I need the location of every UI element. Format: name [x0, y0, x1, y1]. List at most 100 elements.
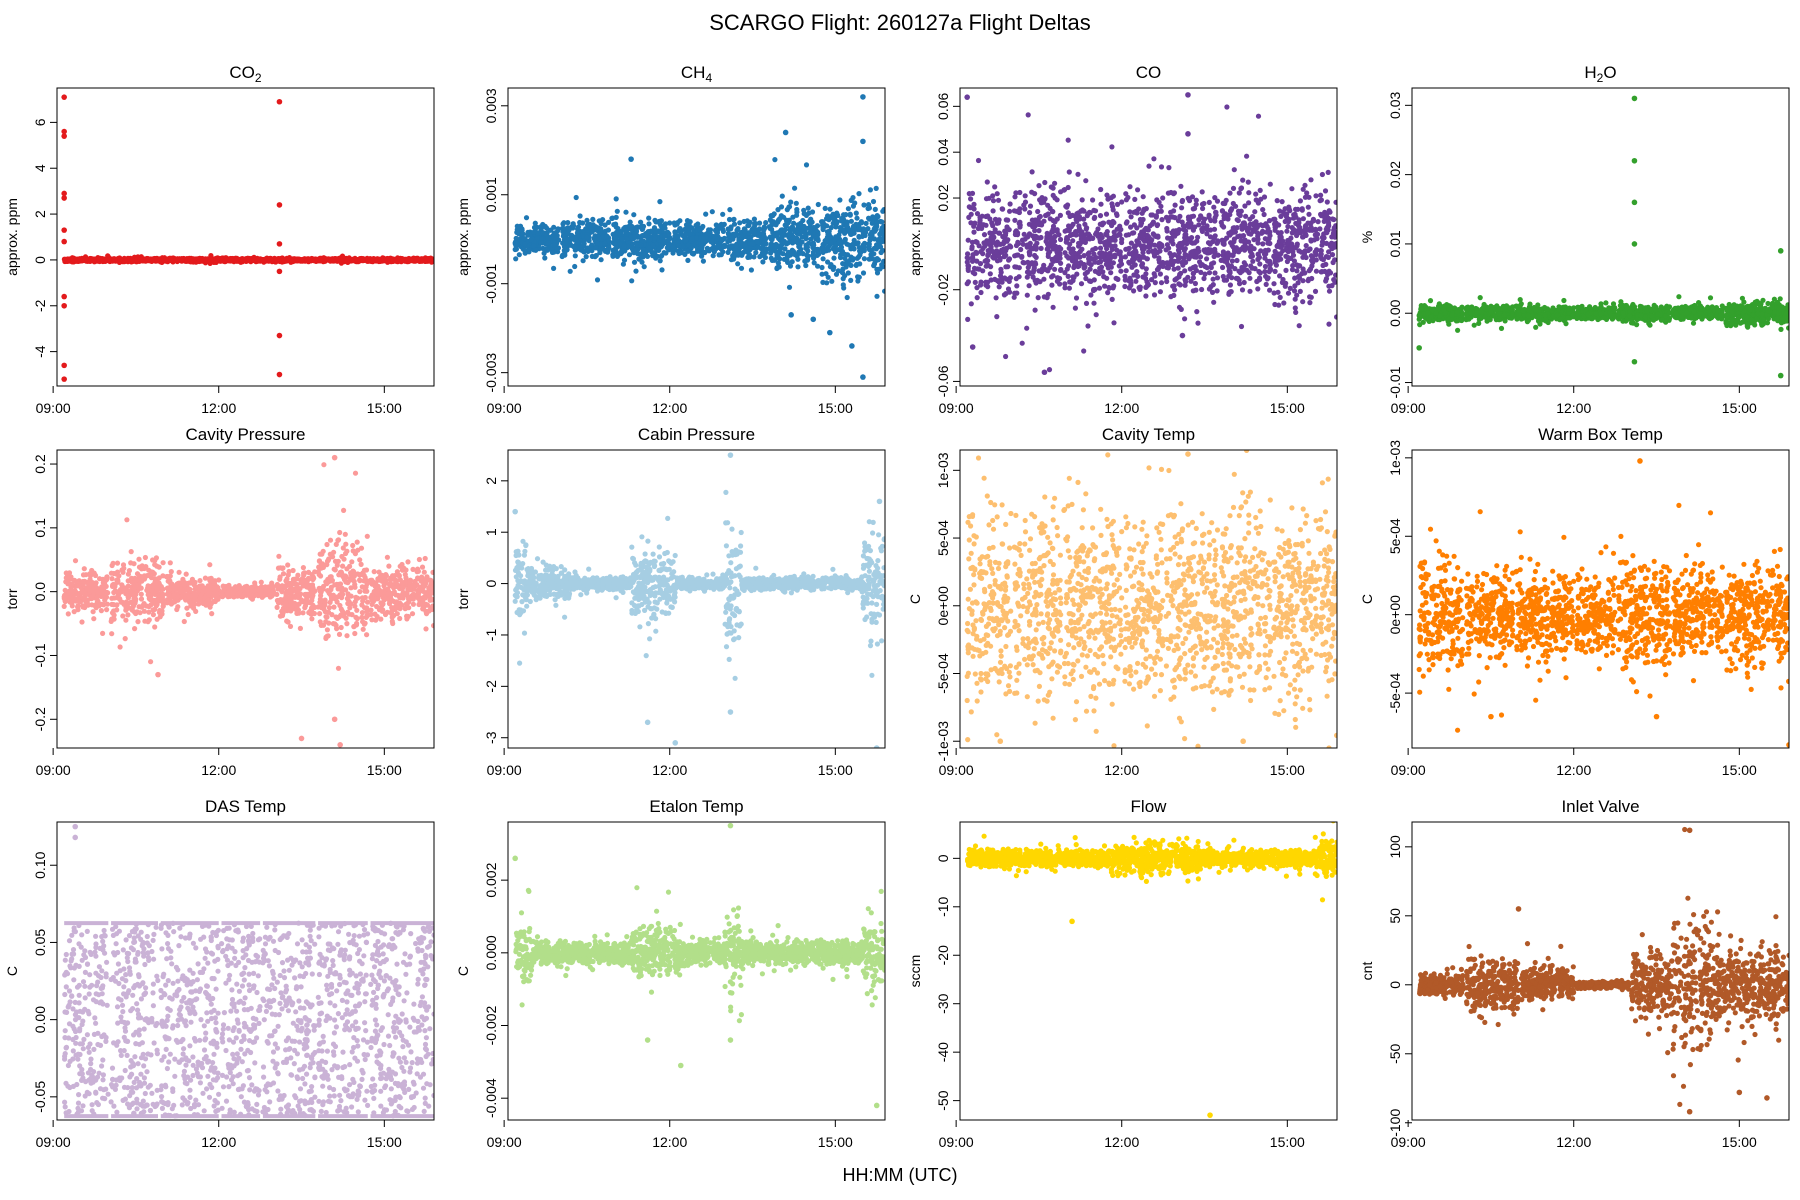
- point: [878, 249, 884, 256]
- point: [1281, 300, 1287, 306]
- point: [1103, 261, 1109, 267]
- point: [593, 252, 599, 259]
- point: [693, 222, 699, 228]
- point: [1006, 278, 1012, 284]
- point: [1088, 292, 1094, 298]
- outlier-point: [61, 133, 67, 139]
- point: [805, 205, 811, 211]
- point: [1219, 208, 1225, 214]
- point: [620, 261, 627, 267]
- figure-title: SCARGO Flight: 260127a Flight Deltas: [0, 10, 1800, 36]
- point: [1133, 278, 1139, 284]
- point: [1255, 240, 1261, 246]
- point: [1082, 264, 1088, 270]
- point: [519, 226, 525, 232]
- point: [1139, 264, 1145, 270]
- point: [580, 258, 586, 264]
- point: [594, 240, 601, 246]
- outlier-point: [61, 302, 67, 309]
- point: [1208, 284, 1214, 290]
- point: [877, 218, 884, 225]
- point: [403, 257, 409, 263]
- point: [872, 206, 878, 212]
- point: [1244, 153, 1250, 159]
- outlier-point: [827, 329, 833, 336]
- point: [1220, 249, 1226, 255]
- point: [1056, 232, 1062, 238]
- point: [776, 264, 782, 270]
- point: [782, 246, 788, 252]
- point: [572, 253, 578, 259]
- point: [1290, 263, 1296, 269]
- point: [666, 241, 673, 248]
- point: [1333, 199, 1337, 205]
- point: [626, 243, 632, 250]
- point: [1103, 211, 1110, 217]
- point: [423, 256, 429, 262]
- point: [371, 256, 377, 262]
- point: [1307, 300, 1313, 306]
- point: [1062, 270, 1068, 276]
- point: [689, 235, 696, 242]
- point: [612, 234, 618, 240]
- point: [1163, 275, 1169, 281]
- outlier-point: [61, 128, 67, 135]
- point: [787, 228, 793, 234]
- point: [695, 248, 701, 254]
- point: [1054, 227, 1060, 233]
- point: [289, 257, 296, 264]
- point: [996, 217, 1002, 223]
- point: [1022, 236, 1028, 242]
- point: [208, 256, 214, 262]
- point: [121, 259, 127, 265]
- point: [1151, 292, 1158, 298]
- point: [1238, 238, 1244, 244]
- point: [1008, 244, 1014, 250]
- point: [735, 261, 741, 267]
- point: [814, 247, 820, 253]
- outlier-point: [849, 343, 855, 349]
- point: [1044, 246, 1050, 252]
- point: [1092, 245, 1099, 252]
- point: [1183, 252, 1189, 258]
- point: [836, 239, 842, 245]
- point: [1255, 251, 1261, 257]
- point: [1050, 246, 1057, 252]
- point: [1234, 217, 1240, 223]
- point: [1238, 323, 1245, 330]
- point: [776, 216, 782, 223]
- point: [793, 239, 799, 245]
- point: [821, 241, 828, 247]
- point: [837, 225, 843, 231]
- point: [621, 257, 628, 263]
- point: [533, 247, 539, 253]
- point: [797, 250, 803, 256]
- point: [1285, 223, 1291, 230]
- data-points: [512, 94, 885, 380]
- point: [795, 264, 801, 270]
- point: [798, 220, 804, 226]
- point: [1049, 282, 1055, 288]
- point: [1022, 193, 1028, 199]
- point: [1076, 223, 1082, 229]
- point: [1071, 264, 1077, 271]
- point: [972, 279, 978, 285]
- point: [1146, 249, 1152, 255]
- point: [840, 282, 846, 288]
- point: [875, 257, 882, 263]
- point: [1135, 273, 1141, 279]
- point: [1071, 274, 1077, 280]
- point: [990, 193, 996, 199]
- plot-frame: [507, 87, 886, 387]
- point: [657, 258, 663, 264]
- point: [1227, 282, 1233, 288]
- point: [223, 257, 230, 263]
- point: [619, 236, 625, 242]
- point: [747, 219, 753, 225]
- point: [882, 288, 885, 294]
- point: [994, 191, 1000, 197]
- point: [262, 256, 268, 262]
- point: [1117, 223, 1123, 229]
- point: [1072, 305, 1078, 311]
- point: [430, 257, 434, 263]
